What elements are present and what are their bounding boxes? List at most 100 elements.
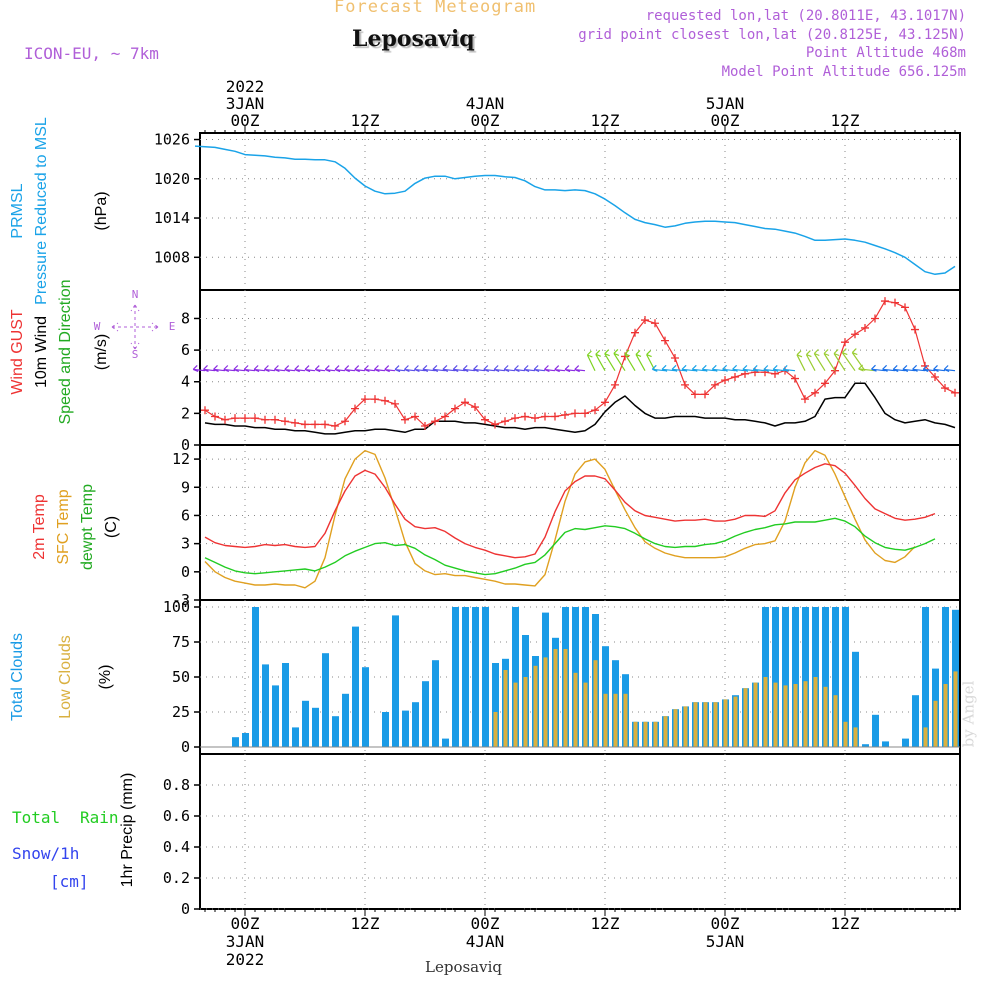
wind-label-gust: Wind GUST xyxy=(9,309,26,395)
precipitation-ytick-label: 0.2 xyxy=(163,869,190,887)
low-cloud-bar xyxy=(593,660,598,747)
wind-barb xyxy=(324,365,336,373)
panel-wind: 0 2 4 6 8 xyxy=(181,289,961,454)
total-cloud-bar xyxy=(352,626,359,747)
gust-marker xyxy=(481,415,489,424)
gust-marker xyxy=(211,412,219,421)
gust-marker xyxy=(681,380,689,389)
gust-marker xyxy=(401,415,409,424)
top-time-label: 5JAN xyxy=(706,94,745,113)
total-cloud-bar xyxy=(832,607,839,747)
total-cloud-bar xyxy=(852,651,859,747)
bottom-time-label: 00Z xyxy=(711,914,740,933)
gust-marker xyxy=(911,325,919,334)
total-cloud-bar xyxy=(412,702,419,747)
gust-marker xyxy=(361,395,369,404)
wind-barb xyxy=(681,364,696,372)
panel-temperature: -3 0 3 6 9 12 xyxy=(172,444,961,609)
wind-barb xyxy=(203,364,216,372)
total-cloud-bar xyxy=(332,716,339,747)
cloud-label-low: Low Clouds xyxy=(57,635,74,719)
wind-barb xyxy=(624,349,636,372)
top-time-label: 00Z xyxy=(231,111,260,130)
low-cloud-bar xyxy=(503,670,508,747)
total-cloud-bar xyxy=(402,710,409,747)
gust-marker xyxy=(571,409,579,418)
wind-barb xyxy=(586,350,596,371)
low-cloud-bar xyxy=(583,682,588,747)
low-cloud-bar xyxy=(803,681,808,747)
gust-marker xyxy=(591,406,599,415)
low-cloud-bar xyxy=(703,702,708,747)
gust-marker xyxy=(821,379,829,388)
precipitation-ytick-label: 0.6 xyxy=(163,807,190,825)
wind-barb xyxy=(902,364,916,372)
gust-marker xyxy=(931,372,939,381)
wind-ytick-label: 6 xyxy=(181,341,190,359)
credit-watermark: by Angel xyxy=(959,680,978,748)
pressure-ytick-label: 1026 xyxy=(154,131,190,149)
gust-marker xyxy=(411,412,419,421)
low-cloud-bar xyxy=(613,693,618,747)
temperature-ytick-label: 12 xyxy=(172,450,190,468)
wind-ytick-label: 2 xyxy=(181,404,190,422)
temperature-ytick-label: -3 xyxy=(172,591,190,609)
clouds-ytick-label: 100 xyxy=(163,598,190,616)
dewpoint-line xyxy=(204,517,936,576)
bottom-time-label: 00Z xyxy=(231,914,260,933)
total-cloud-bar xyxy=(922,607,929,747)
clouds-ytick-label: 0 xyxy=(181,738,190,756)
wind-compass: N S W E xyxy=(94,288,176,361)
wind-barb xyxy=(564,365,576,373)
wind-barb xyxy=(304,365,316,373)
low-cloud-bar xyxy=(693,702,698,747)
clouds-ytick-label: 25 xyxy=(172,703,190,721)
gust-marker xyxy=(291,418,299,427)
wind-barb xyxy=(833,349,846,372)
wind-barb xyxy=(782,364,796,372)
wind-barb xyxy=(473,364,486,372)
gust-marker xyxy=(231,414,239,423)
gust-marker xyxy=(381,396,389,405)
gust-marker xyxy=(331,422,339,431)
wind-barb xyxy=(671,364,686,372)
gust-marker xyxy=(491,420,499,429)
wind-barb xyxy=(635,349,646,371)
wind-barb xyxy=(223,365,236,373)
wind-barb xyxy=(912,364,926,372)
gust-marker xyxy=(701,390,709,399)
gust-marker xyxy=(301,420,309,429)
gust-marker xyxy=(811,388,819,397)
wind-barb xyxy=(701,364,716,372)
precipitation-ytick-label: 0.8 xyxy=(163,776,190,794)
temperature-ytick-label: 0 xyxy=(181,563,190,581)
compass-s: S xyxy=(132,348,139,361)
low-cloud-bar xyxy=(523,677,528,747)
temp-label-sfc: SFC Temp xyxy=(55,489,72,564)
location-title: Leposaviq xyxy=(352,26,475,52)
gust-marker xyxy=(461,398,469,407)
grid-point-coordinates: grid point closest lon,lat (20.8125E, 43… xyxy=(578,27,966,43)
low-cloud-bar xyxy=(653,721,658,747)
gust-marker xyxy=(511,414,519,423)
pressure-line xyxy=(194,145,956,276)
gust-marker xyxy=(451,404,459,413)
precip-unit: 1hr Precip (mm) xyxy=(119,773,136,888)
gust-marker xyxy=(441,412,449,421)
top-time-label: 3JAN xyxy=(226,94,265,113)
wind-barb xyxy=(422,364,436,372)
total-cloud-bar xyxy=(322,653,329,747)
wind-barb xyxy=(394,365,406,373)
wind-barb xyxy=(933,364,946,372)
gust-marker xyxy=(721,376,729,385)
wind-ytick-label: 8 xyxy=(181,309,190,327)
gust-marker xyxy=(801,395,809,404)
wind-barb xyxy=(841,348,856,372)
wind-barb xyxy=(413,365,426,373)
pressure-label-msl: Pressure Reduced to MSL xyxy=(33,117,50,305)
wind-barb xyxy=(595,349,606,371)
low-cloud-bar xyxy=(563,649,568,747)
pressure-unit: (hPa) xyxy=(93,191,110,230)
gust-marker xyxy=(521,412,529,421)
bottom-time-label: 4JAN xyxy=(466,932,505,951)
